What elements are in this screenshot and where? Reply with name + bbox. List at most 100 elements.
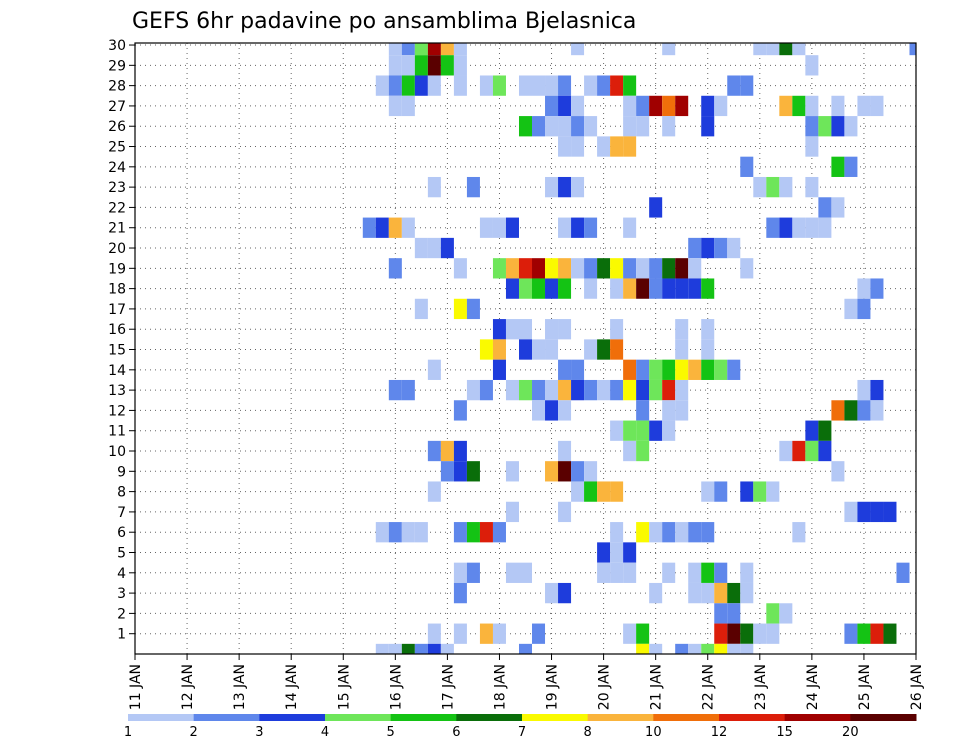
heatmap-cell	[792, 522, 806, 543]
heatmap-cell	[558, 319, 572, 340]
heatmap-cell	[688, 359, 702, 380]
heatmap-cell	[388, 522, 402, 543]
heatmap-cell	[636, 643, 650, 654]
colorbar-swatch	[193, 714, 260, 721]
heatmap-cell	[636, 420, 650, 441]
heatmap-cell	[362, 217, 376, 238]
heatmap-cell	[636, 623, 650, 644]
heatmap-cell	[701, 237, 715, 259]
heatmap-cells	[362, 43, 916, 654]
heatmap-cell	[649, 95, 663, 117]
y-tick-label: 16	[108, 322, 126, 338]
heatmap-cell	[453, 75, 467, 96]
x-tick-label: 15 JAN	[336, 664, 352, 710]
colorbar-swatch	[456, 714, 523, 721]
heatmap-cell	[427, 75, 441, 96]
heatmap-cell	[545, 75, 559, 96]
heatmap-cell	[870, 95, 884, 117]
heatmap-cell	[818, 217, 832, 238]
heatmap-cell	[558, 95, 572, 117]
heatmap-cell	[401, 95, 415, 117]
heatmap-cell	[401, 55, 415, 76]
heatmap-cell	[870, 379, 884, 401]
heatmap-cell	[883, 623, 897, 644]
heatmap-cell	[532, 258, 546, 279]
heatmap-cell	[453, 461, 467, 482]
y-tick-label: 27	[108, 99, 126, 115]
heatmap-cell	[505, 278, 519, 299]
colorbar-swatch	[587, 714, 654, 721]
heatmap-cell	[414, 43, 428, 56]
heatmap-cell	[662, 420, 676, 441]
colorbar: 1 2 3 4 5 6 7 8 10 12 15 20	[124, 714, 917, 740]
heatmap-cell	[623, 258, 637, 279]
heatmap-cell	[805, 176, 819, 198]
heatmap-cell	[597, 136, 611, 157]
chart-title: GEFS 6hr padavine po ansamblima Bjelasni…	[132, 9, 636, 34]
y-tick-label: 11	[108, 424, 126, 440]
heatmap-cell	[714, 603, 728, 624]
heatmap-cell	[714, 481, 728, 502]
heatmap-cell	[857, 278, 871, 299]
heatmap-cell	[440, 461, 454, 482]
heatmap-cell	[453, 55, 467, 76]
heatmap-cell	[610, 339, 624, 360]
x-tick-label: 16 JAN	[388, 664, 404, 710]
x-tick-label: 26 JAN	[909, 664, 925, 710]
x-tick-label: 20 JAN	[597, 664, 613, 710]
y-tick-label: 7	[117, 505, 126, 521]
heatmap-cell	[701, 339, 715, 360]
heatmap-cell	[401, 75, 415, 96]
heatmap-cell	[623, 379, 637, 401]
x-tick-label: 14 JAN	[284, 664, 300, 710]
heatmap-cell	[401, 379, 415, 401]
heatmap-cell	[857, 400, 871, 421]
heatmap-cell	[753, 481, 767, 502]
heatmap-cell	[427, 55, 441, 76]
heatmap-cell	[818, 116, 832, 137]
heatmap-cell	[675, 400, 689, 421]
y-tick-label: 28	[108, 79, 126, 95]
heatmap-cell	[831, 116, 845, 137]
heatmap-cell	[701, 319, 715, 340]
heatmap-cell	[623, 440, 637, 462]
heatmap-cell	[662, 278, 676, 299]
heatmap-cell	[597, 379, 611, 401]
y-tick-label: 4	[117, 566, 126, 582]
heatmap-cell	[623, 116, 637, 137]
colorbar-swatch	[653, 714, 720, 721]
heatmap-cell	[532, 339, 546, 360]
heatmap-cell	[740, 481, 754, 502]
heatmap-cell	[571, 217, 585, 238]
heatmap-cell	[558, 582, 572, 604]
heatmap-cell	[414, 55, 428, 76]
heatmap-cell	[479, 522, 493, 543]
heatmap-cell	[766, 43, 780, 56]
heatmap-cell	[466, 379, 480, 401]
y-tick-label: 14	[108, 363, 126, 379]
y-tick-label: 19	[108, 261, 126, 277]
heatmap-cell	[701, 278, 715, 299]
x-axis-ticks: 11 JAN 12 JAN 13 JAN 14 JAN 15 JAN 16 JAN 17 J…	[128, 654, 925, 710]
heatmap-cell	[571, 176, 585, 198]
y-tick-label: 26	[108, 119, 126, 135]
heatmap-cell	[740, 562, 754, 583]
heatmap-cell	[440, 643, 454, 654]
heatmap-cell	[427, 440, 441, 462]
heatmap-cell	[492, 217, 506, 238]
heatmap-cell	[375, 217, 389, 238]
heatmap-cell	[636, 116, 650, 137]
y-tick-label: 29	[108, 58, 126, 74]
heatmap-cell	[597, 75, 611, 96]
heatmap-cell	[518, 319, 533, 340]
heatmap-cell	[805, 116, 819, 137]
heatmap-cell	[688, 582, 702, 604]
heatmap-cell	[518, 562, 533, 583]
heatmap-cell	[453, 582, 467, 604]
colorbar-label: 6	[452, 725, 460, 740]
heatmap-cell	[505, 562, 519, 583]
heatmap-cell	[558, 217, 572, 238]
heatmap-cell	[623, 562, 637, 583]
heatmap-cell	[857, 379, 871, 401]
heatmap-cell	[479, 217, 493, 238]
